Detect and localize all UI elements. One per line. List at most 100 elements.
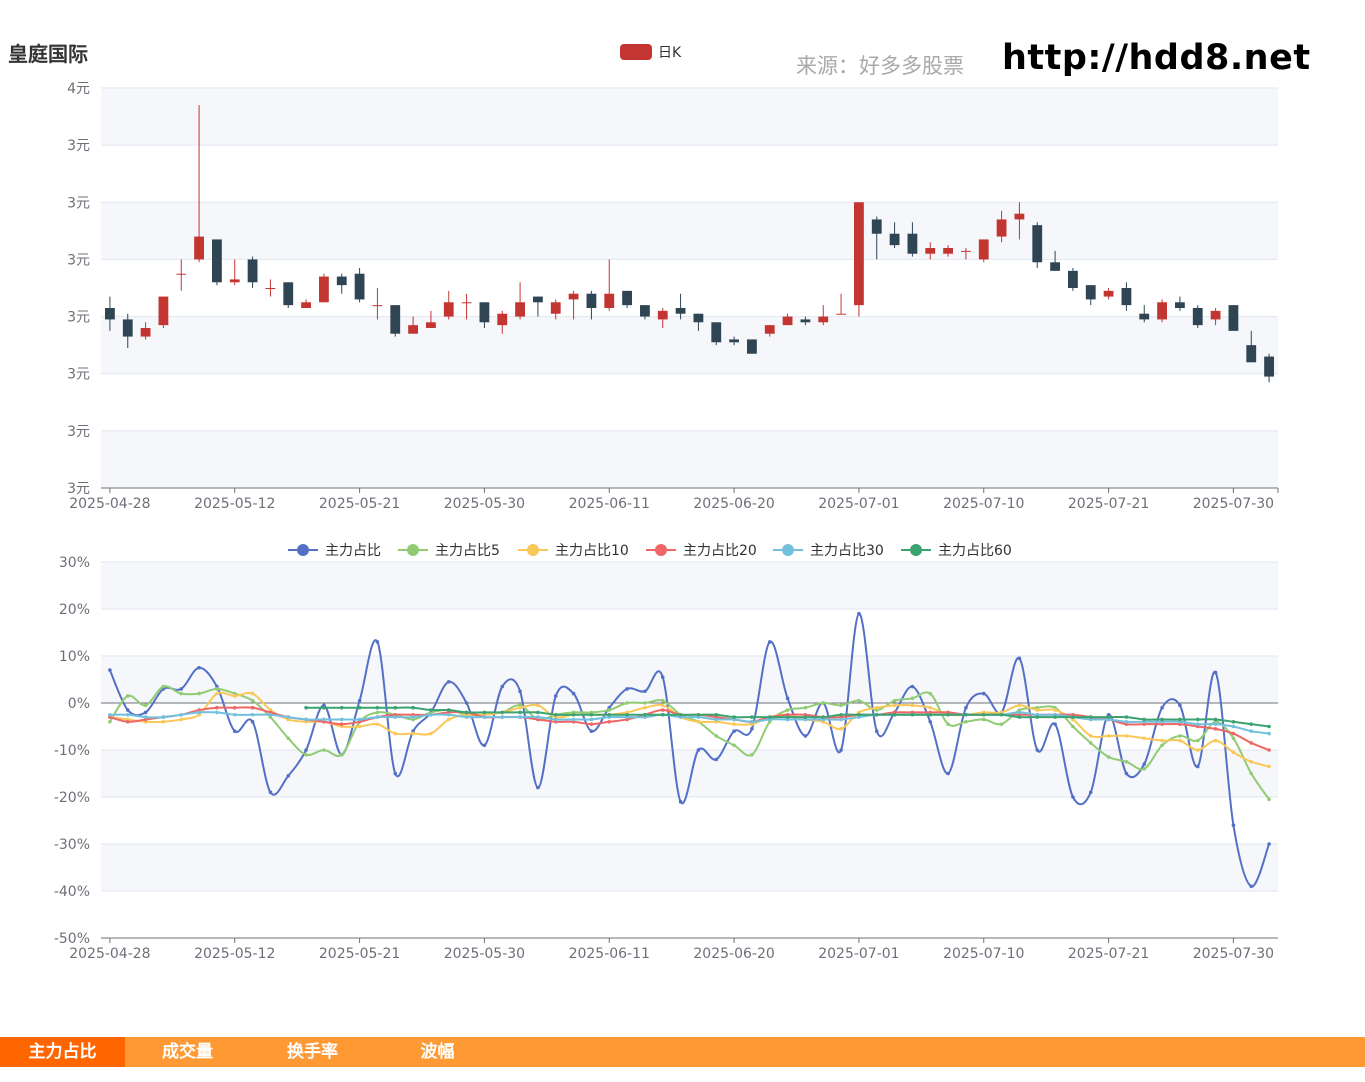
legend-label: 主力占比 [325,543,381,559]
site-url[interactable]: http://hdd8.net [1002,38,1311,78]
series-point [589,729,594,733]
series-point [411,731,415,736]
candle-body [1175,302,1185,308]
series-point [536,710,540,715]
series-point [910,696,915,701]
y-tick-label: -20% [54,790,90,806]
candle-body [961,250,971,252]
series-point [411,715,415,719]
series-point [1231,720,1236,724]
series-point [1106,755,1111,759]
series-point [1035,708,1040,712]
candle-body [1264,356,1274,377]
series-point [803,734,808,738]
kline-chart: 3元 3元 3元 3元 3元 3元 3元 4元 2025-04-28 2025-05-12 2025… [67,81,1279,512]
series-point [1142,717,1147,722]
series-point [250,705,255,710]
series-point [1160,738,1164,743]
series-point [964,720,968,724]
x-tick-label: 2025-04-28 [69,946,150,962]
series-point [803,705,808,710]
series-point [785,696,790,701]
series-point [464,701,469,705]
candle-body [711,322,722,343]
y-tick-label: -10% [54,743,90,759]
series-point [375,722,380,726]
series-point [696,720,701,724]
series-point [179,687,184,691]
series-point [839,703,843,708]
series-point [1160,717,1164,722]
series-line [109,706,1270,751]
series-point [1053,708,1057,712]
x-tick-label: 2025-07-21 [1068,946,1149,962]
tab-main-force-ratio[interactable]: 主力占比 [0,1037,125,1067]
candle-body [1050,262,1060,271]
candle-body [622,290,632,306]
series-point [1142,767,1147,771]
series-point [1071,724,1075,729]
candle-body [1085,285,1096,300]
series-point [857,698,861,703]
series-point [607,712,612,717]
candle-body [640,305,650,317]
series-point [1195,764,1200,769]
series-point [1178,738,1182,743]
series-point [874,705,879,710]
series-point [215,710,219,715]
candle-body [390,305,401,334]
series-point [1017,656,1022,661]
series-point [393,771,398,776]
candle-body [140,328,151,337]
series-point [999,712,1004,717]
source-text: 来源：好多多股票 [796,54,964,78]
series-point [821,701,826,705]
series-point [161,715,166,719]
candle-body [461,302,472,304]
y-tick-label: 30% [59,555,90,571]
series-point [357,698,362,703]
candle-body [319,276,329,303]
candle-body [301,302,311,308]
grid-band [101,316,1278,374]
tab-turnover[interactable]: 换手率 [287,1042,338,1062]
series-point [375,710,380,715]
legend-kline-swatch [620,44,652,60]
candle-body [693,313,704,323]
series-point [357,724,362,729]
candle-body [1210,310,1221,320]
candle-body [996,219,1007,237]
series-point [625,712,629,717]
x-tick-label: 2025-07-30 [1193,496,1274,512]
series-point [1249,729,1254,733]
series-point [1178,703,1182,708]
series-point [1213,670,1218,675]
series-point [910,703,915,708]
series-point [910,684,915,689]
series-point [660,712,665,717]
series-point [393,715,398,719]
series-point [928,712,933,717]
series-point [714,717,719,722]
series-point [286,736,291,741]
series-point [357,705,362,710]
legend-marker [297,544,309,556]
series-point [500,684,505,689]
series-point [375,640,380,644]
series-point [767,640,772,644]
series-point [286,715,291,719]
series-point [981,712,986,717]
series-point [232,694,237,698]
series-point [1106,715,1111,719]
series-point [482,710,487,715]
candle-body [657,310,668,320]
series-point [446,717,451,722]
series-point [179,717,184,722]
series-point [839,717,843,722]
candle-body [1014,213,1025,220]
candle-body [1068,270,1078,288]
tab-volume[interactable]: 成交量 [162,1042,213,1062]
x-tick-label: 2025-07-01 [818,946,899,962]
series-point [571,691,576,696]
tab-amplitude[interactable]: 波幅 [420,1042,455,1062]
